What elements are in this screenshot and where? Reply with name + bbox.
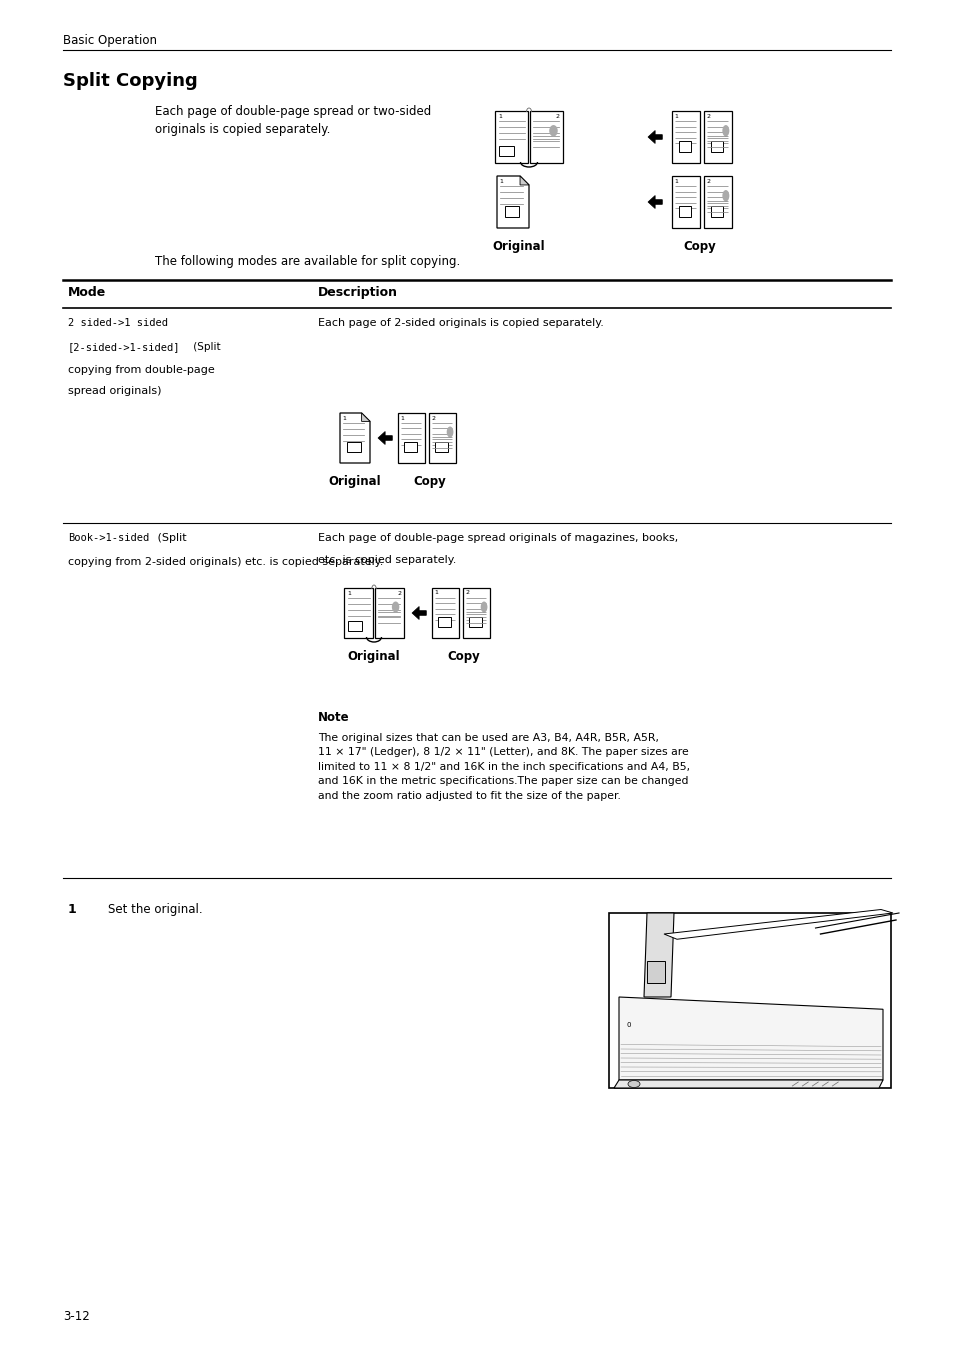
Bar <box>703 176 731 228</box>
Text: copying from 2-sided originals) etc. is copied separately.: copying from 2-sided originals) etc. is … <box>68 557 383 567</box>
Bar <box>671 176 700 228</box>
Bar <box>710 207 722 216</box>
Text: copying from double-page: copying from double-page <box>68 365 214 376</box>
Text: Each page of double-page spread or two-sided
originals is copied separately.: Each page of double-page spread or two-s… <box>154 105 431 136</box>
Text: 0: 0 <box>626 1021 631 1028</box>
Text: 1: 1 <box>68 902 76 916</box>
Polygon shape <box>344 588 373 638</box>
Bar <box>438 617 450 627</box>
Text: Each page of double-page spread originals of magazines, books,: Each page of double-page spread original… <box>317 534 678 543</box>
Polygon shape <box>643 913 673 997</box>
Text: Basic Operation: Basic Operation <box>63 34 157 47</box>
Text: (Split: (Split <box>153 534 187 543</box>
Bar <box>608 913 890 1088</box>
Text: Copy: Copy <box>413 476 445 488</box>
Text: Copy: Copy <box>447 650 479 663</box>
Text: 2: 2 <box>706 178 710 184</box>
Text: 1: 1 <box>400 416 404 420</box>
Text: Split Copying: Split Copying <box>63 72 197 91</box>
Bar <box>703 111 731 163</box>
Text: 2: 2 <box>706 113 710 119</box>
Text: 1: 1 <box>497 113 501 119</box>
Bar <box>498 146 514 155</box>
Text: The original sizes that can be used are A3, B4, A4R, B5R, A5R,
11 × 17" (Ledger): The original sizes that can be used are … <box>317 734 689 801</box>
Bar <box>504 207 518 216</box>
Text: Mode: Mode <box>68 286 106 299</box>
Bar <box>348 621 361 631</box>
Ellipse shape <box>721 126 729 136</box>
Text: 1: 1 <box>434 590 438 596</box>
Text: 1: 1 <box>347 590 351 596</box>
Bar <box>678 141 691 151</box>
Text: 1: 1 <box>674 113 678 119</box>
Text: etc. is copied separately.: etc. is copied separately. <box>317 555 456 565</box>
Polygon shape <box>519 176 529 185</box>
Bar <box>397 413 424 463</box>
Bar <box>347 442 360 453</box>
Ellipse shape <box>721 190 729 201</box>
Bar <box>435 442 447 453</box>
Text: 1: 1 <box>499 178 503 184</box>
Text: (Split: (Split <box>190 342 220 353</box>
Bar <box>404 442 416 453</box>
Ellipse shape <box>480 601 487 612</box>
Bar <box>469 617 481 627</box>
Polygon shape <box>618 997 882 1079</box>
Text: Book->1-sided: Book->1-sided <box>68 534 149 543</box>
Text: The following modes are available for split copying.: The following modes are available for sp… <box>154 255 459 267</box>
Bar <box>671 111 700 163</box>
Text: 2: 2 <box>431 416 435 420</box>
Text: Each page of 2-sided originals is copied separately.: Each page of 2-sided originals is copied… <box>317 317 603 328</box>
Bar <box>429 413 456 463</box>
Polygon shape <box>495 111 527 163</box>
Bar <box>462 588 490 638</box>
Text: 1: 1 <box>674 178 678 184</box>
Text: [2-sided->1-sided]: [2-sided->1-sided] <box>68 342 180 353</box>
Bar <box>710 141 722 151</box>
Polygon shape <box>339 413 370 463</box>
Ellipse shape <box>549 126 558 136</box>
Polygon shape <box>375 588 403 638</box>
Text: 2 sided->1 sided: 2 sided->1 sided <box>68 317 168 328</box>
Polygon shape <box>614 1079 882 1088</box>
Text: Description: Description <box>317 286 397 299</box>
Text: Copy: Copy <box>683 240 716 253</box>
Polygon shape <box>647 131 661 143</box>
Polygon shape <box>530 111 562 163</box>
Polygon shape <box>377 431 392 444</box>
Text: 2: 2 <box>556 113 559 119</box>
Bar <box>432 588 458 638</box>
Ellipse shape <box>392 601 399 612</box>
Text: Original: Original <box>329 476 381 488</box>
Bar <box>646 961 664 984</box>
Polygon shape <box>412 607 426 620</box>
Ellipse shape <box>627 1081 639 1088</box>
Text: Original: Original <box>347 650 400 663</box>
Polygon shape <box>361 413 370 422</box>
Text: spread originals): spread originals) <box>68 386 161 396</box>
Text: 1: 1 <box>342 416 346 420</box>
Polygon shape <box>663 909 892 939</box>
Text: 3-12: 3-12 <box>63 1310 90 1323</box>
Text: 2: 2 <box>396 590 400 596</box>
Text: 2: 2 <box>465 590 469 596</box>
Polygon shape <box>497 176 529 228</box>
Ellipse shape <box>446 427 453 438</box>
Bar <box>678 207 691 216</box>
Text: Note: Note <box>317 711 349 724</box>
Text: Set the original.: Set the original. <box>108 902 202 916</box>
Text: Original: Original <box>492 240 544 253</box>
Polygon shape <box>647 196 661 208</box>
